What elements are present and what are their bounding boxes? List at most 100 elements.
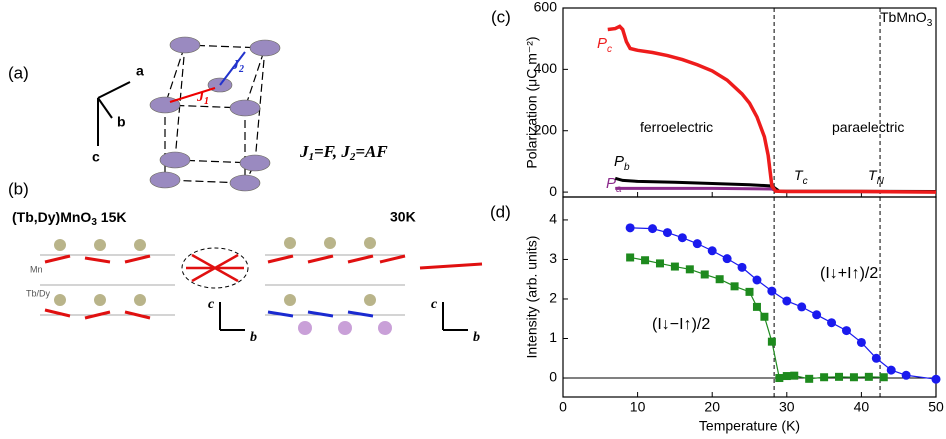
lattice (40, 254, 405, 316)
axis-c: c (431, 297, 438, 312)
point (670, 262, 679, 271)
point (767, 286, 777, 296)
point (849, 373, 858, 382)
series-line (614, 176, 937, 193)
point (722, 254, 732, 264)
spins (44, 254, 483, 320)
point (901, 370, 911, 380)
point (745, 287, 754, 296)
site-label: Tb/Dy (26, 288, 51, 298)
j2-label: J2 (231, 58, 244, 75)
orbitals (149, 36, 281, 192)
point (864, 372, 873, 381)
relation: J1=F, J2=AF (299, 142, 388, 163)
j1-bond (169, 87, 216, 103)
point (820, 373, 829, 382)
y-axis-label: Intensity (arb. units) (524, 236, 540, 359)
point (871, 353, 881, 363)
y-tick-label: 3 (549, 250, 557, 266)
point (782, 296, 792, 306)
series-line (607, 24, 937, 194)
series-label: (I↓−I↑)/2 (652, 316, 710, 333)
annotation-part: T (794, 167, 804, 183)
y-tick-label: 0 (549, 183, 557, 199)
axis-b: b (250, 330, 257, 345)
point (737, 262, 747, 272)
spin-cone (181, 247, 249, 289)
point (700, 270, 709, 279)
spins-blue (267, 310, 374, 318)
point (841, 326, 851, 336)
annotation-part: T (868, 167, 878, 183)
axis-b: b (117, 114, 126, 130)
point (625, 223, 635, 233)
annotation-part: N (877, 176, 885, 187)
panel-b: (b) (Tb,Dy)MnO3 15K 30K Mn Tb/Dy (8, 179, 483, 345)
series-label-part: P (614, 153, 624, 170)
point (685, 265, 694, 274)
cell-edges (164, 44, 266, 184)
y-tick-label: 0 (549, 369, 557, 385)
point (760, 312, 769, 321)
annotation-part: ferroelectric (640, 119, 713, 135)
panel-label: (a) (8, 63, 29, 82)
series-label-part: c (607, 44, 612, 55)
point (655, 259, 664, 268)
series-line (630, 227, 937, 380)
annotation-part: c (803, 176, 808, 187)
series-label: Pb (614, 153, 630, 173)
series-label-part: (I↓−I↑)/2 (652, 316, 710, 333)
x-tick-label: 10 (630, 399, 646, 415)
x-tick-label: 0 (559, 399, 567, 415)
series-label: (I↓+I↑)/2 (820, 265, 878, 282)
point (886, 365, 896, 375)
j2-bond (219, 51, 246, 86)
point (648, 224, 658, 234)
compound: (Tb,Dy)MnO3 15K (12, 209, 126, 228)
point (812, 310, 822, 320)
axis-b: b (473, 330, 480, 345)
point (790, 371, 799, 380)
annotation-part: TbMnO (880, 9, 927, 25)
x-tick-label: 20 (704, 399, 720, 415)
y-tick-label: 2 (549, 290, 557, 306)
series-label-part: (I↓+I↑)/2 (820, 265, 878, 282)
x-axis-label: Temperature (K) (699, 418, 800, 434)
panel-label: (d) (490, 202, 511, 221)
panel-a: (a) a b c J1 J2 J1=F, J2=AF (8, 36, 388, 192)
annotation: TN (868, 167, 885, 187)
point (730, 282, 739, 291)
annotation-part: paraelectric (832, 119, 904, 135)
plot-frame (562, 196, 937, 398)
atoms-lower (298, 321, 392, 335)
annotation: TbMnO3 (880, 9, 933, 29)
y-axis-label: Polarization (μC m⁻²) (524, 36, 540, 168)
y-tick-label: 200 (534, 121, 558, 137)
point (715, 275, 724, 284)
point (805, 374, 814, 383)
atoms (54, 237, 376, 306)
point (662, 228, 672, 238)
y-tick-label: 400 (534, 60, 558, 76)
point (707, 246, 717, 256)
axes-arrows (97, 81, 131, 146)
y-tick-label: 1 (549, 329, 557, 345)
point (797, 302, 807, 312)
annotation-part: 3 (927, 18, 933, 29)
axis-c: c (92, 149, 100, 165)
point (752, 302, 761, 311)
point (641, 256, 650, 265)
cone-spins (186, 253, 244, 283)
point (931, 374, 941, 384)
point (856, 337, 866, 347)
temperature: 30K (390, 209, 416, 225)
axis-a: a (136, 63, 144, 79)
panel-label: (b) (8, 179, 29, 198)
point (767, 337, 776, 346)
point (835, 372, 844, 381)
annotation: Tc (794, 167, 808, 187)
point (827, 318, 837, 328)
point (677, 233, 687, 243)
